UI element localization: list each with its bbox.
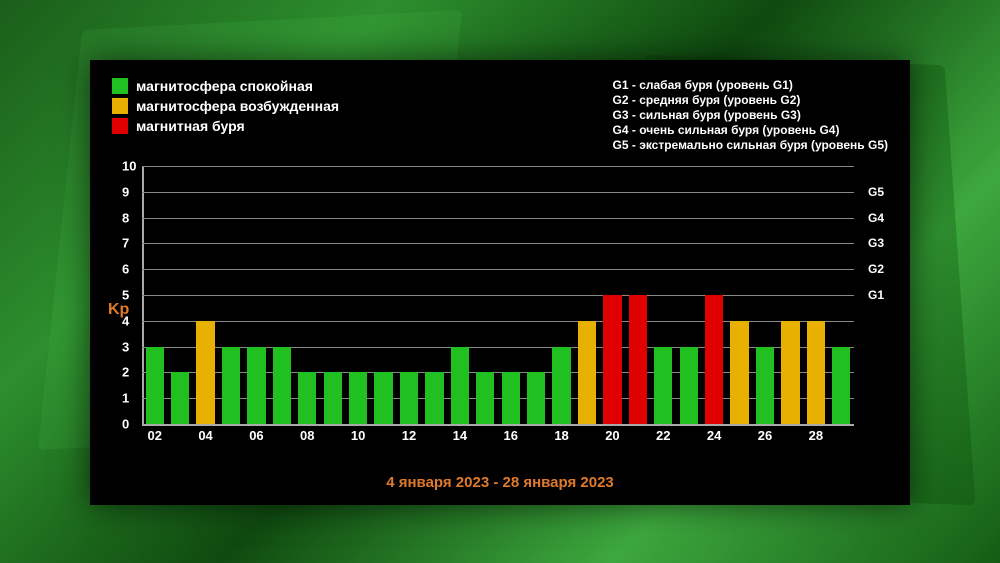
- gridline: [142, 166, 854, 167]
- gridline: [142, 243, 854, 244]
- bar: [552, 347, 570, 424]
- legend-label: магнитосфера возбужденная: [136, 98, 339, 114]
- x-axis-line: [142, 424, 854, 426]
- legend-swatch: [112, 78, 128, 94]
- bar: [730, 321, 748, 424]
- bar: [374, 372, 392, 424]
- x-tick-label: 14: [453, 428, 467, 443]
- bar: [273, 347, 291, 424]
- x-tick-label: 08: [300, 428, 314, 443]
- legend-item: магнитосфера возбужденная: [112, 98, 339, 114]
- bar: [680, 347, 698, 424]
- y-tick-label: 5: [122, 288, 129, 303]
- gridline: [142, 192, 854, 193]
- y-tick-label: 6: [122, 262, 129, 277]
- g-tick-label: G5: [868, 185, 884, 199]
- y-tick-label: 1: [122, 391, 129, 406]
- legend-item: магнитосфера спокойная: [112, 78, 339, 94]
- bar: [781, 321, 799, 424]
- x-tick-label: 12: [402, 428, 416, 443]
- y-tick-label: 8: [122, 210, 129, 225]
- gridline: [142, 295, 854, 296]
- bar: [451, 347, 469, 424]
- g-tick-label: G4: [868, 211, 884, 225]
- legend-right: G1 - слабая буря (уровень G1)G2 - средня…: [613, 78, 888, 152]
- bar: [578, 321, 596, 424]
- legend-label: магнитная буря: [136, 118, 245, 134]
- g-tick-label: G1: [868, 288, 884, 302]
- x-tick-label: 22: [656, 428, 670, 443]
- bar: [298, 372, 316, 424]
- bar: [476, 372, 494, 424]
- y-tick-label: 0: [122, 417, 129, 432]
- bar: [832, 347, 850, 424]
- chart-panel: магнитосфера спокойная магнитосфера возбу…: [90, 60, 910, 505]
- bar: [196, 321, 214, 424]
- legend-swatch: [112, 118, 128, 134]
- x-tick-label: 02: [147, 428, 161, 443]
- x-tick-label: 26: [758, 428, 772, 443]
- bar: [349, 372, 367, 424]
- legend-right-line: G1 - слабая буря (уровень G1): [613, 78, 888, 92]
- bar: [756, 347, 774, 424]
- x-tick-label: 06: [249, 428, 263, 443]
- x-tick-label: 16: [503, 428, 517, 443]
- legend-row: магнитосфера спокойная магнитосфера возбу…: [112, 78, 888, 152]
- bar: [807, 321, 825, 424]
- bar: [146, 347, 164, 424]
- plot: 012345678910G1G2G3G4G5020406081012141618…: [142, 166, 854, 448]
- legend-right-line: G5 - экстремально сильная буря (уровень …: [613, 138, 888, 152]
- bar: [527, 372, 545, 424]
- legend-label: магнитосфера спокойная: [136, 78, 313, 94]
- legend-right-line: G4 - очень сильная буря (уровень G4): [613, 123, 888, 137]
- y-tick-label: 7: [122, 236, 129, 251]
- bar: [171, 372, 189, 424]
- y-tick-label: 9: [122, 184, 129, 199]
- x-tick-label: 20: [605, 428, 619, 443]
- legend-left: магнитосфера спокойная магнитосфера возбу…: [112, 78, 339, 152]
- gridline: [142, 269, 854, 270]
- bar: [400, 372, 418, 424]
- bar: [603, 295, 621, 424]
- bar: [324, 372, 342, 424]
- plot-area: Kp 012345678910G1G2G3G4G5020406081012141…: [112, 166, 888, 448]
- y-tick-label: 4: [122, 313, 129, 328]
- y-tick-label: 10: [122, 159, 136, 174]
- x-tick-label: 24: [707, 428, 721, 443]
- g-tick-label: G2: [868, 262, 884, 276]
- g-tick-label: G3: [868, 236, 884, 250]
- bar: [502, 372, 520, 424]
- bar: [629, 295, 647, 424]
- bar: [247, 347, 265, 424]
- x-tick-label: 18: [554, 428, 568, 443]
- legend-swatch: [112, 98, 128, 114]
- legend-right-line: G2 - средняя буря (уровень G2): [613, 93, 888, 107]
- bar: [705, 295, 723, 424]
- bar: [425, 372, 443, 424]
- legend-right-line: G3 - сильная буря (уровень G3): [613, 108, 888, 122]
- bar: [222, 347, 240, 424]
- legend-item: магнитная буря: [112, 118, 339, 134]
- date-range-label: 4 января 2023 - 28 января 2023: [112, 474, 888, 491]
- y-tick-label: 3: [122, 339, 129, 354]
- gridline: [142, 218, 854, 219]
- x-tick-label: 10: [351, 428, 365, 443]
- y-tick-label: 2: [122, 365, 129, 380]
- x-tick-label: 04: [198, 428, 212, 443]
- x-tick-label: 28: [809, 428, 823, 443]
- bar: [654, 347, 672, 424]
